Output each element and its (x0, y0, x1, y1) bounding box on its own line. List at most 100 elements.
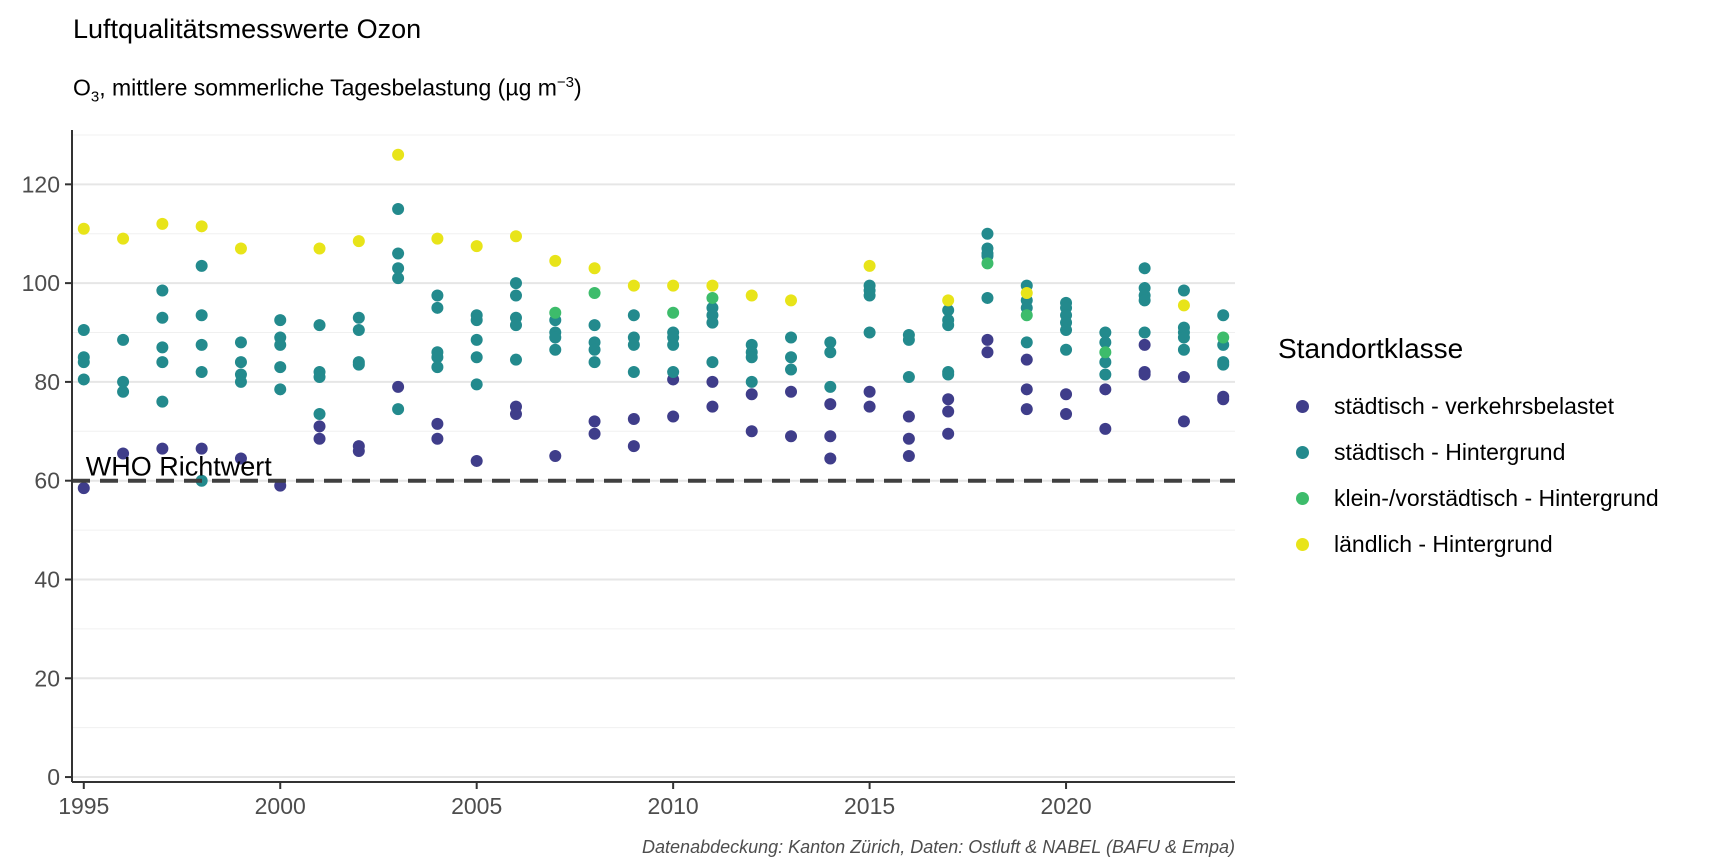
data-point (509, 319, 522, 332)
data-point (627, 338, 640, 351)
data-point (902, 450, 915, 462)
subtitle-text: , mittlere sommerliche Tagesbelastung (µ… (99, 74, 557, 101)
data-point (627, 440, 640, 453)
data-point (942, 427, 955, 440)
data-point (588, 262, 601, 275)
data-point (1060, 408, 1073, 421)
data-point (667, 338, 680, 351)
data-point (470, 314, 483, 327)
data-point (942, 294, 955, 307)
data-point (1099, 368, 1112, 381)
data-point (313, 408, 326, 421)
data-point (234, 336, 247, 349)
grid-lines (72, 134, 1235, 779)
data-point (77, 324, 90, 337)
chart-title: Luftqualitätsmesswerte Ozon (73, 14, 422, 44)
data-point (313, 420, 326, 433)
data-point (1217, 331, 1230, 344)
data-point (1020, 353, 1033, 366)
data-point (667, 410, 680, 423)
data-point (549, 343, 562, 356)
data-point (981, 346, 994, 359)
data-point (431, 351, 444, 364)
data-point (313, 432, 326, 445)
data-point (549, 450, 562, 462)
subtitle-sup: −3 (556, 74, 575, 91)
legend-key-land (1296, 537, 1309, 551)
data-point (392, 247, 405, 260)
data-point (1177, 284, 1190, 297)
data-point (706, 375, 719, 388)
axes: 0 20 40 60 80 100 120 1995 2000 2005 2010 2015 2020 (22, 130, 1235, 819)
data-point (352, 235, 365, 248)
data-point (785, 351, 798, 364)
x-tick-label: 2005 (451, 793, 502, 819)
data-point (1020, 309, 1033, 322)
data-point (627, 412, 640, 425)
y-tick-label: 120 (22, 171, 60, 197)
data-point (470, 351, 483, 364)
data-point (588, 415, 601, 428)
data-point (234, 356, 247, 369)
data-point (549, 254, 562, 267)
data-point (667, 366, 680, 379)
data-point (509, 289, 522, 302)
data-point (1177, 299, 1190, 312)
data-point (509, 230, 522, 243)
data-point (745, 388, 758, 401)
data-point (274, 314, 287, 327)
data-point (195, 259, 208, 272)
data-point (863, 385, 876, 398)
data-point (863, 259, 876, 272)
data-point (117, 333, 130, 346)
y-tick-label: 100 (22, 270, 60, 296)
x-tick-label: 2020 (1040, 793, 1091, 819)
data-point (234, 375, 247, 388)
data-point (234, 452, 247, 465)
data-point (627, 279, 640, 292)
legend-item-verkehr: städtisch - verkehrsbelastet (1278, 383, 1659, 429)
data-point (745, 375, 758, 388)
data-point (1138, 368, 1151, 381)
data-point (352, 311, 365, 324)
data-point (627, 366, 640, 379)
data-point (156, 341, 169, 354)
data-point (863, 326, 876, 339)
data-point (431, 301, 444, 314)
data-point (549, 331, 562, 344)
data-point (392, 403, 405, 416)
data-point (942, 319, 955, 332)
data-point (902, 333, 915, 346)
data-point (1099, 422, 1112, 435)
data-point (431, 232, 444, 245)
data-point (1020, 336, 1033, 349)
y-tick-label: 80 (34, 369, 60, 395)
data-point (667, 279, 680, 292)
data-points (77, 148, 1230, 495)
data-point (470, 454, 483, 467)
data-point (981, 227, 994, 240)
data-point (509, 277, 522, 290)
data-point (156, 395, 169, 408)
data-point (1138, 338, 1151, 351)
data-point (352, 324, 365, 337)
data-point (1099, 383, 1112, 396)
data-point (1099, 336, 1112, 349)
data-point (706, 316, 719, 329)
data-point (588, 356, 601, 369)
data-point (824, 452, 837, 465)
data-point (313, 242, 326, 255)
data-point (785, 294, 798, 307)
data-point (392, 262, 405, 275)
data-point (392, 203, 405, 216)
y-tick-label: 40 (34, 566, 60, 592)
data-point (392, 380, 405, 393)
data-point (234, 242, 247, 255)
who-reference-label: WHO Richtwert (86, 452, 273, 482)
data-point (942, 393, 955, 406)
data-point (706, 279, 719, 292)
data-point (195, 338, 208, 351)
data-point (195, 366, 208, 379)
data-point (824, 380, 837, 393)
reference-line-group: WHO Richtwert (72, 452, 1235, 483)
